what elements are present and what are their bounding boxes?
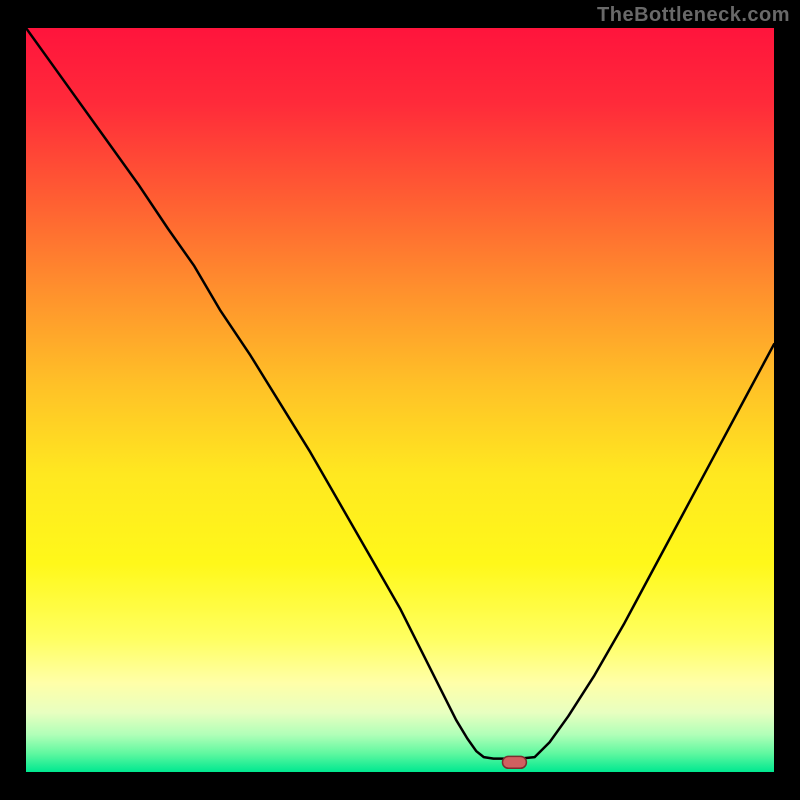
chart-svg xyxy=(26,28,774,772)
chart-background xyxy=(26,28,774,772)
optimal-marker xyxy=(502,756,526,768)
chart-plot-area xyxy=(26,28,774,772)
watermark-text: TheBottleneck.com xyxy=(597,4,790,27)
